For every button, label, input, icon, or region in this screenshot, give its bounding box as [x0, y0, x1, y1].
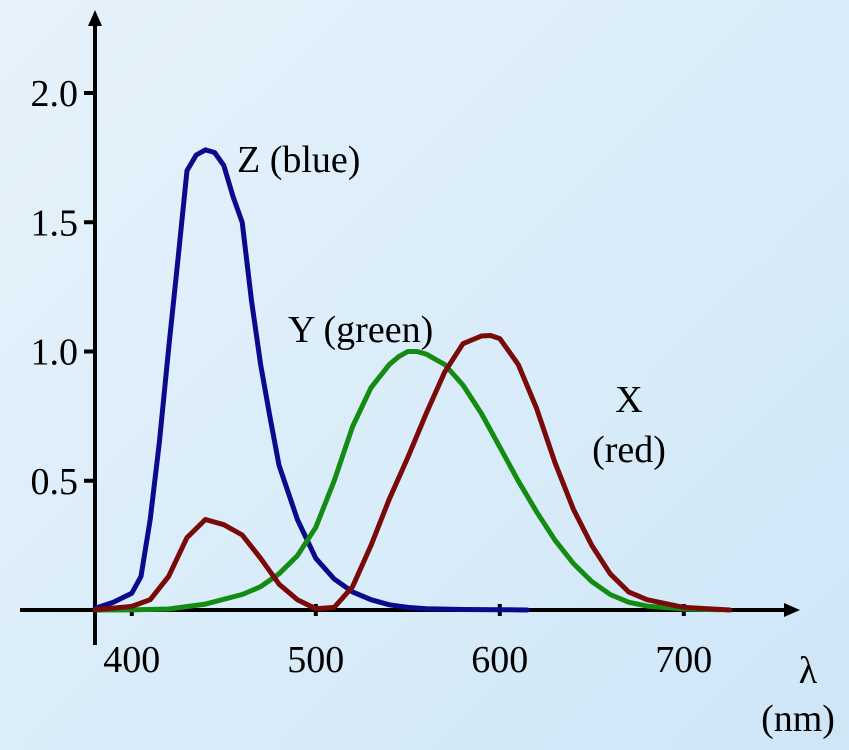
y-tick-label: 0.5: [31, 461, 79, 503]
x-axis-arrowhead: [784, 603, 800, 617]
x-axis-label: λ: [799, 650, 818, 692]
y-tick-label: 1.0: [31, 332, 79, 374]
series-label-y-green: Y (green): [288, 309, 433, 351]
series-label-x-red: (red): [592, 429, 666, 471]
x-tick-label: 400: [103, 639, 160, 681]
y-tick-label: 2.0: [31, 73, 79, 115]
x-axis-unit: (nm): [761, 698, 835, 740]
series-label-z-blue: Z (blue): [237, 139, 360, 181]
series-line-y-green: [92, 349, 724, 613]
x-tick-label: 600: [471, 639, 528, 681]
series-labels: Z (blue) Y (green) X (red): [237, 139, 666, 471]
x-tick-label: 700: [655, 639, 712, 681]
curves: [92, 147, 733, 613]
x-tick-label: 500: [287, 639, 344, 681]
y-axis-arrowhead: [88, 10, 102, 26]
series-label-x-red: X: [615, 379, 642, 421]
y-ticks: 0.5 1.0 1.5 2.0: [31, 73, 95, 503]
x-ticks: 400 500 600 700: [103, 604, 712, 681]
y-tick-label: 1.5: [31, 202, 79, 244]
series-line-z-blue: [92, 147, 530, 613]
series-line-x-red: [92, 333, 733, 613]
